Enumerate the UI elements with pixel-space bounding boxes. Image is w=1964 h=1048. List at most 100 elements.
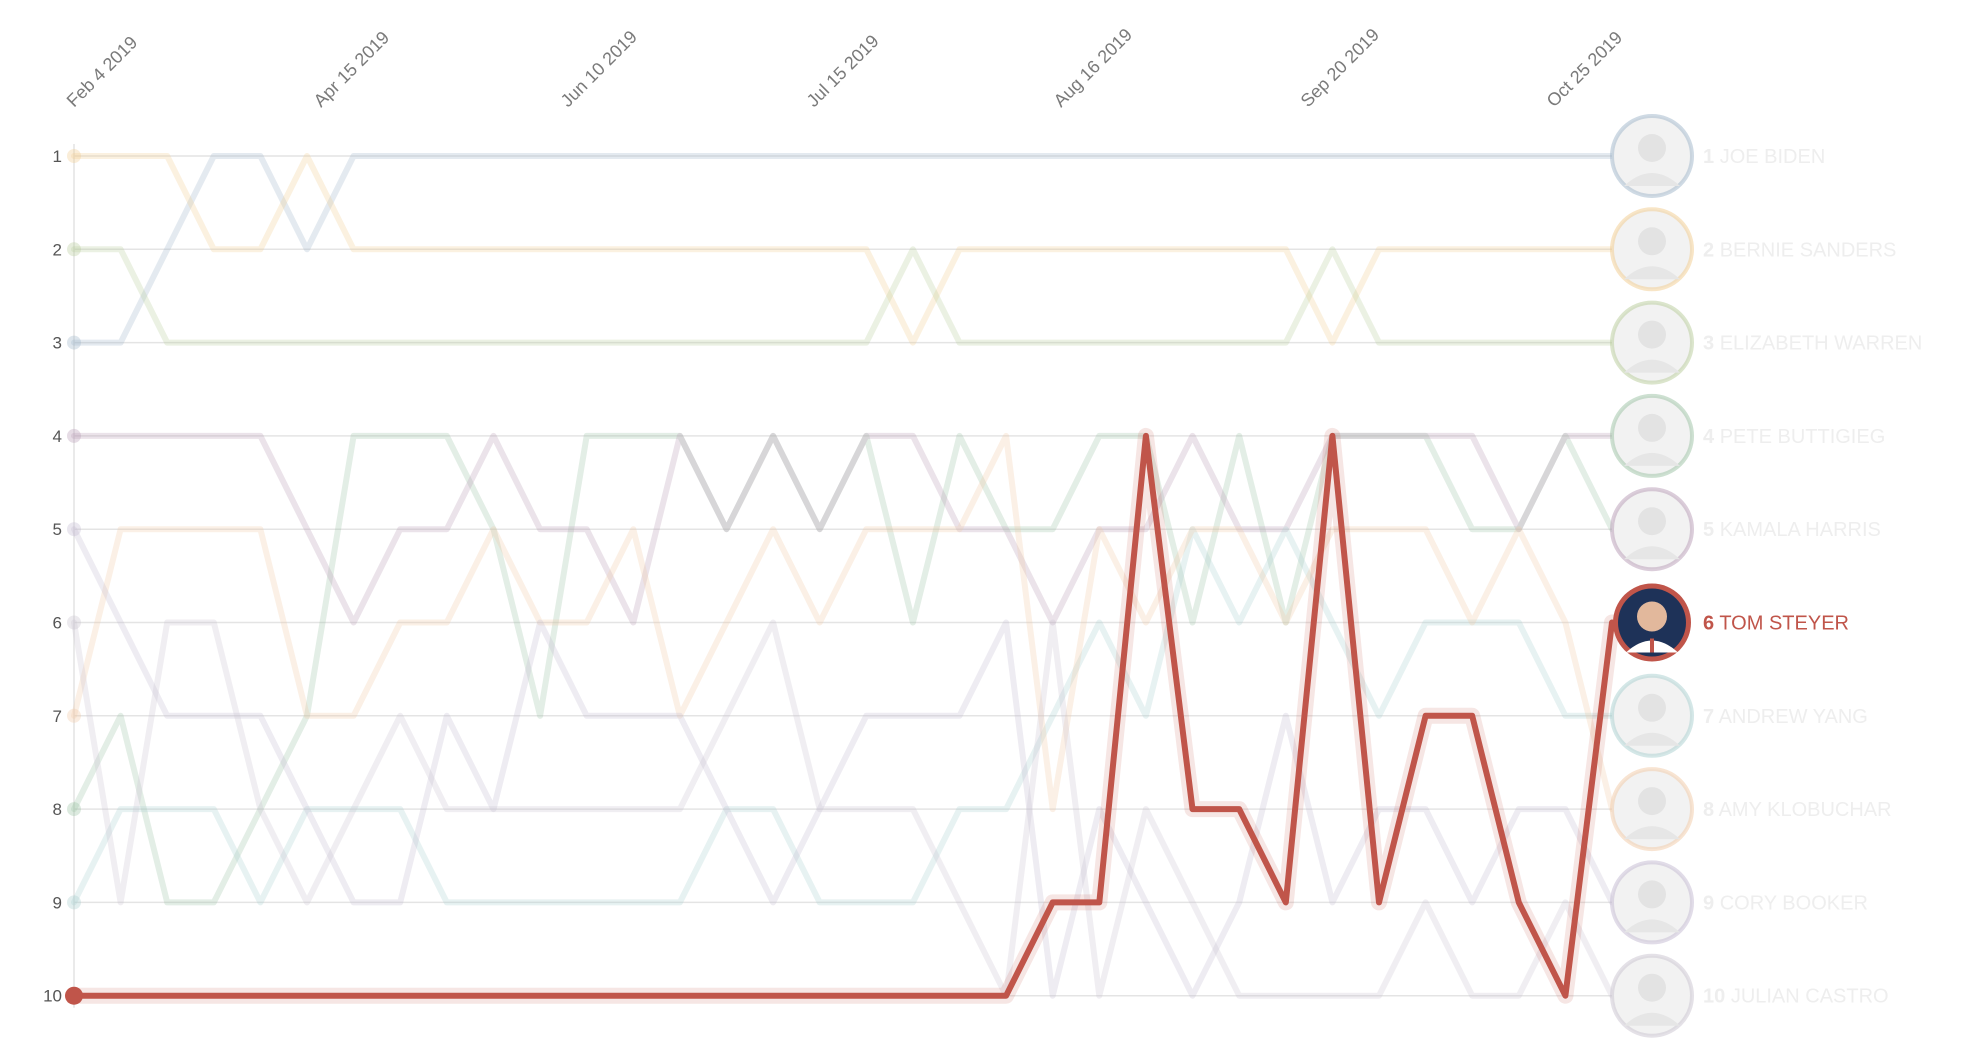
y-tick-label-7: 7 — [53, 707, 62, 726]
end-label-name-kamala-harris: KAMALA HARRIS — [1720, 519, 1881, 541]
series-line-amy-klobuchar — [71, 432, 1615, 813]
series-start-point-tom-steyer — [65, 986, 83, 1005]
y-axis-ticks: 1 2 3 4 5 6 7 8 9 10 — [43, 147, 62, 1006]
y-tick-label-3: 3 — [53, 334, 62, 353]
end-label-bernie-sanders: 2 BERNIE SANDERS — [1610, 207, 1896, 292]
end-label-rank-pete-buttigieg: 4 — [1703, 426, 1715, 448]
end-label-text-kamala-harris: 5 KAMALA HARRIS — [1703, 519, 1881, 541]
series-start-point-joe-biden — [67, 335, 81, 350]
end-label-rank-amy-klobuchar: 8 — [1703, 799, 1714, 821]
end-label-rank-bernie-sanders: 2 — [1703, 239, 1714, 261]
series-start-point-bernie-sanders — [67, 149, 81, 163]
avatar-body-julian-castro — [1624, 1012, 1680, 1026]
y-tick-label-10: 10 — [43, 987, 62, 1006]
end-label-text-elizabeth-warren: 3 ELIZABETH WARREN — [1703, 333, 1922, 355]
x-tick-label-3: Jul 15 2019 — [803, 31, 883, 111]
series-start-point-kamala-harris — [67, 428, 81, 443]
end-label-cory-booker: 9 CORY BOOKER — [1610, 860, 1868, 945]
x-tick-label-5: Sep 20 2019 — [1297, 24, 1383, 110]
end-label-rank-kamala-harris: 5 — [1703, 519, 1714, 541]
series-line-kamala-harris — [71, 432, 1615, 626]
end-labels: 1 JOE BIDEN 2 BERNIE SANDERS 3 ELIZABETH W… — [1610, 114, 1922, 1038]
end-label-rank-julian-castro: 10 — [1703, 986, 1725, 1008]
y-tick-label-6: 6 — [53, 614, 62, 633]
avatar-body-amy-klobuchar — [1624, 826, 1680, 840]
end-label-text-pete-buttigieg: 4 PETE BUTTIGIEG — [1703, 426, 1885, 448]
x-axis-ticks: Feb 4 2019 Apr 15 2019 Jun 10 2019 Jul 15 2… — [63, 24, 1626, 110]
end-label-name-julian-castro: JULIAN CASTRO — [1731, 986, 1889, 1008]
series-start-point-pete-buttigieg — [67, 802, 81, 817]
series-start-point-elizabeth-warren — [67, 242, 81, 257]
x-tick-label-2: Jun 10 2019 — [557, 27, 641, 111]
series-start-point-amy-klobuchar — [67, 708, 81, 723]
x-tick-label-1: Apr 15 2019 — [310, 27, 393, 110]
avatar-body-bernie-sanders — [1624, 266, 1680, 280]
end-label-text-amy-klobuchar: 8 AMY KLOBUCHAR — [1703, 799, 1892, 821]
y-tick-label-8: 8 — [53, 800, 62, 819]
avatar-face-tom-steyer — [1637, 601, 1667, 632]
series-line-joe-biden — [71, 153, 1615, 346]
end-label-text-joe-biden: 1 JOE BIDEN — [1703, 146, 1825, 168]
end-label-amy-klobuchar: 8 AMY KLOBUCHAR — [1610, 767, 1892, 852]
avatar-body-andrew-yang — [1624, 732, 1680, 746]
series-line-cory-booker — [71, 526, 1615, 999]
end-label-rank-tom-steyer: 6 — [1703, 613, 1714, 635]
end-label-rank-joe-biden: 1 — [1703, 146, 1714, 168]
x-tick-label-6: Oct 25 2019 — [1543, 27, 1626, 110]
end-label-joe-biden: 1 JOE BIDEN — [1610, 114, 1825, 198]
y-tick-label-5: 5 — [53, 520, 62, 539]
avatar-face-joe-biden — [1638, 134, 1666, 162]
series-line-bernie-sanders — [71, 153, 1615, 346]
avatar-face-bernie-sanders — [1638, 227, 1666, 256]
end-label-tom-steyer: 6 TOM STEYER — [1613, 583, 1849, 662]
x-tick-label-0: Feb 4 2019 — [63, 32, 142, 111]
end-label-name-pete-buttigieg: PETE BUTTIGIEG — [1720, 426, 1886, 448]
muted-series-lines — [67, 149, 1615, 999]
series-line-elizabeth-warren — [71, 246, 1615, 346]
avatar-face-cory-booker — [1638, 880, 1666, 909]
end-label-rank-andrew-yang: 7 — [1703, 706, 1714, 728]
end-label-text-cory-booker: 9 CORY BOOKER — [1703, 892, 1868, 914]
end-label-julian-castro: 10 JULIAN CASTRO — [1610, 953, 1889, 1038]
end-label-elizabeth-warren: 3 ELIZABETH WARREN — [1610, 300, 1922, 385]
end-label-name-bernie-sanders: BERNIE SANDERS — [1720, 239, 1897, 261]
end-label-name-amy-klobuchar: AMY KLOBUCHAR — [1719, 799, 1892, 821]
end-label-name-joe-biden: JOE BIDEN — [1720, 146, 1826, 168]
avatar-face-kamala-harris — [1638, 507, 1666, 536]
avatar-face-julian-castro — [1638, 973, 1666, 1002]
series-line-pete-buttigieg — [71, 432, 1615, 906]
end-label-andrew-yang: 7 ANDREW YANG — [1610, 673, 1868, 758]
end-label-text-andrew-yang: 7 ANDREW YANG — [1703, 706, 1868, 728]
end-label-name-cory-booker: CORY BOOKER — [1720, 892, 1868, 914]
end-label-name-tom-steyer: TOM STEYER — [1719, 613, 1849, 635]
series-start-point-andrew-yang — [67, 895, 81, 910]
y-tick-label-4: 4 — [53, 427, 62, 446]
end-label-text-bernie-sanders: 2 BERNIE SANDERS — [1703, 239, 1896, 261]
y-tick-label-2: 2 — [53, 240, 62, 259]
series-start-point-cory-booker — [67, 522, 81, 537]
avatar-body-kamala-harris — [1624, 546, 1680, 560]
end-label-name-elizabeth-warren: ELIZABETH WARREN — [1720, 333, 1923, 355]
end-label-text-julian-castro: 10 JULIAN CASTRO — [1703, 986, 1889, 1008]
x-tick-label-4: Aug 16 2019 — [1050, 24, 1136, 110]
series-start-point-julian-castro — [67, 615, 81, 630]
avatar-body-joe-biden — [1624, 173, 1680, 186]
avatar-body-elizabeth-warren — [1624, 359, 1680, 373]
avatar-face-pete-buttigieg — [1638, 413, 1666, 442]
end-label-name-andrew-yang: ANDREW YANG — [1719, 706, 1868, 728]
series-line-tom-steyer — [71, 432, 1615, 999]
avatar-face-amy-klobuchar — [1638, 787, 1666, 816]
avatar-body-pete-buttigieg — [1624, 452, 1680, 466]
highlighted-series-line — [65, 427, 1620, 1005]
end-label-pete-buttigieg: 4 PETE BUTTIGIEG — [1610, 393, 1885, 478]
series-line-julian-castro — [71, 619, 1615, 999]
avatar-body-cory-booker — [1624, 919, 1680, 933]
y-tick-label-1: 1 — [53, 147, 62, 166]
end-label-text-tom-steyer: 6 TOM STEYER — [1703, 613, 1849, 635]
end-label-kamala-harris: 5 KAMALA HARRIS — [1610, 487, 1881, 572]
avatar-tie-tom-steyer — [1650, 638, 1654, 653]
y-tick-label-9: 9 — [53, 893, 62, 912]
avatar-face-andrew-yang — [1638, 693, 1666, 722]
end-label-rank-cory-booker: 9 — [1703, 892, 1714, 914]
